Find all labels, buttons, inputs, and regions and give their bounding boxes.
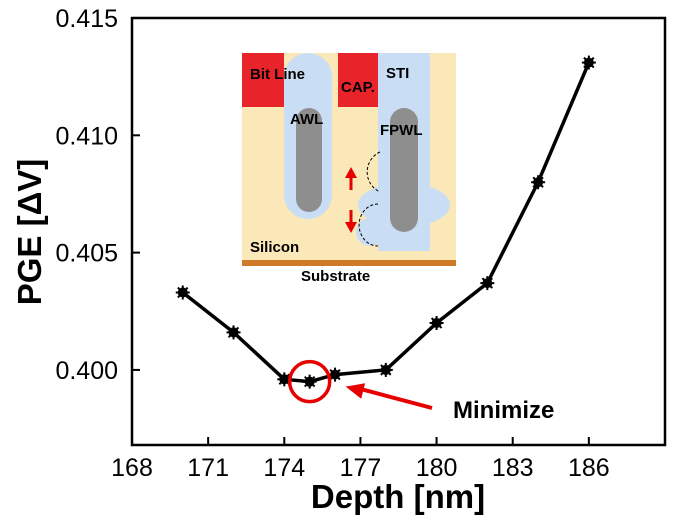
y-axis-title: PGE [ΔV] [11,159,48,306]
capacitor-block [338,53,378,107]
label-substrate: Substrate [301,268,370,285]
axis-ticks: 168 171 174 177 180 183 186 0.400 0.405 0.410 0.41… [55,5,609,482]
plot-frame [130,16,667,447]
inset-schematic: Bit Line CAP. STI AWL FPWL Silicon Subst… [242,53,456,285]
x-tick-label: 177 [340,454,382,482]
data-point [531,175,546,190]
x-tick-label: 180 [416,454,458,482]
label-sti: STI [386,65,409,82]
minimize-arrow-head [345,383,366,399]
label-silicon: Silicon [250,239,299,256]
x-tick-label: 186 [568,454,610,482]
fpwl-oxide-bulge-small [356,218,384,246]
depletion-outline-lower [358,203,379,247]
label-awl: AWL [290,111,323,128]
x-tick-label: 174 [263,454,305,482]
data-point [429,316,444,330]
minimum-highlight-circle [287,359,332,404]
label-fpwl: FPWL [380,122,423,139]
depletion-outline-upper [366,151,381,193]
series-line [181,61,591,384]
x-tick-label: 168 [111,454,153,482]
data-point [226,325,241,340]
y-tick-label: 0.410 [55,122,118,150]
down-arrow-icon [345,210,357,233]
y-tick-label: 0.415 [55,5,118,33]
label-cap: CAP. [341,79,375,96]
data-point [480,276,495,291]
data-point [175,285,190,300]
x-axis-title: Depth [nm] [311,478,485,515]
awl-gate [296,108,322,212]
up-arrow-icon [345,167,357,190]
minimize-annotation: Minimize [287,359,554,424]
minimize-arrow-line [357,386,433,410]
series-markers [175,55,596,389]
y-tick-label: 0.405 [55,240,118,268]
label-bit: Bit Line [250,66,305,83]
substrate-layer [242,260,456,266]
fpwl-gate [390,108,418,232]
data-point [302,374,317,389]
x-tick-label: 171 [187,454,229,482]
x-tick-label: 183 [492,454,534,482]
minimize-label: Minimize [453,397,554,424]
y-tick-label: 0.400 [55,357,118,385]
bit-line-block [242,53,284,107]
data-point [378,362,393,377]
data-point [581,55,596,70]
